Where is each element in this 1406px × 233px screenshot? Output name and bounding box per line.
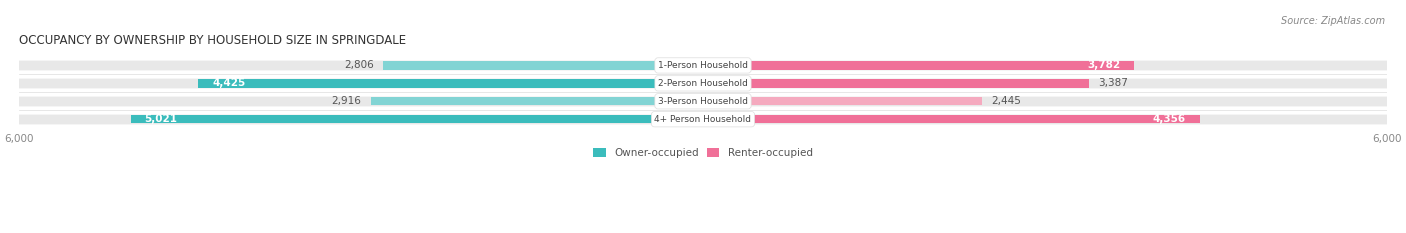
Bar (18, 78, 1388, 89)
Text: 4,356: 4,356 (1153, 114, 1187, 124)
Text: 2,806: 2,806 (344, 60, 374, 70)
Text: 1-Person Household: 1-Person Household (658, 61, 748, 70)
Bar (18, 96, 1388, 107)
Bar (18, 60, 1388, 71)
Bar (371, 97, 703, 106)
Bar (382, 61, 703, 70)
Text: 3-Person Household: 3-Person Household (658, 97, 748, 106)
Text: 3,387: 3,387 (1098, 78, 1128, 88)
Text: 2,445: 2,445 (991, 96, 1021, 106)
Bar (18, 79, 1388, 88)
Bar (703, 61, 1135, 70)
Text: 5,021: 5,021 (145, 114, 177, 124)
Legend: Owner-occupied, Renter-occupied: Owner-occupied, Renter-occupied (589, 144, 817, 162)
Bar (18, 114, 1388, 124)
Bar (18, 114, 1388, 125)
Bar (18, 61, 1388, 70)
Bar (131, 115, 703, 123)
Bar (703, 115, 1199, 123)
Text: 3,782: 3,782 (1087, 60, 1121, 70)
Text: Source: ZipAtlas.com: Source: ZipAtlas.com (1281, 16, 1385, 26)
Bar (703, 79, 1090, 88)
Text: 2-Person Household: 2-Person Household (658, 79, 748, 88)
Text: 4+ Person Household: 4+ Person Household (655, 115, 751, 124)
Bar (198, 79, 703, 88)
Bar (703, 97, 981, 106)
Bar (18, 96, 1388, 106)
Text: 4,425: 4,425 (212, 78, 246, 88)
Text: 2,916: 2,916 (332, 96, 361, 106)
Text: OCCUPANCY BY OWNERSHIP BY HOUSEHOLD SIZE IN SPRINGDALE: OCCUPANCY BY OWNERSHIP BY HOUSEHOLD SIZE… (18, 34, 406, 48)
